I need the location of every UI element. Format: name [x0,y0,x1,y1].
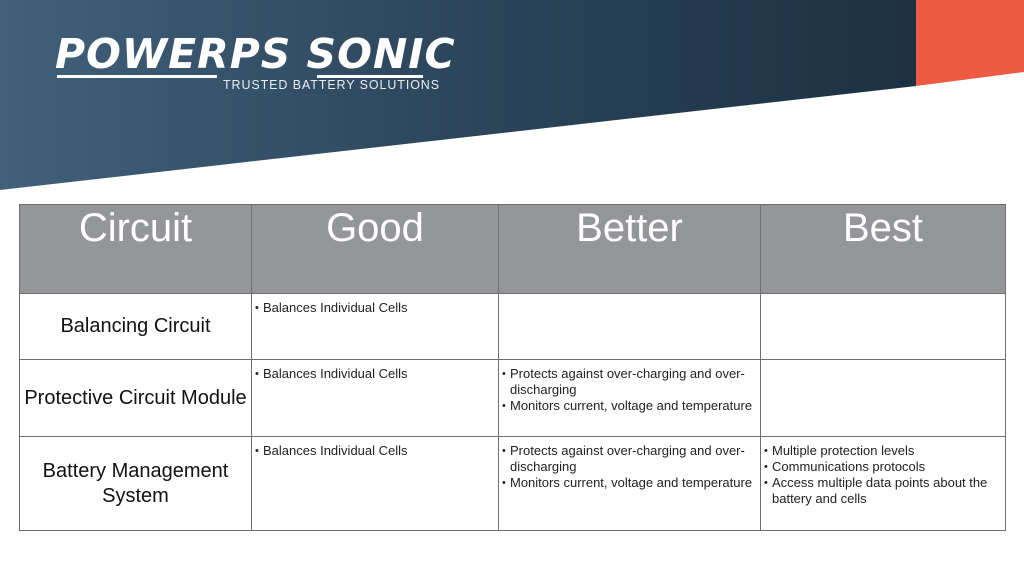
logo-tagline: TRUSTED BATTERY SOLUTIONS [223,78,440,92]
list-item: Balances Individual Cells [255,300,495,316]
table-row: Battery Management System Balances Indiv… [19,436,1006,531]
powersonic-logo: POWERPS SONIC TRUSTED BATTERY SOLUTIONS [55,32,455,94]
cell-best [760,359,1006,437]
header-best: Best [760,204,1006,294]
cell-better: Protects against over-charging and over-… [498,436,761,531]
list-item: Balances Individual Cells [255,443,495,459]
banner-graphic [0,0,1024,190]
list-item: Communications protocols [764,459,1002,475]
cell-better [498,293,761,360]
banner-accent-shape [916,0,1024,86]
header-circuit: Circuit [19,204,252,294]
banner-dark-shape [0,0,916,190]
list-item: Protects against over-charging and over-… [502,443,757,475]
list-item: Protects against over-charging and over-… [502,366,757,398]
header-banner [0,0,1024,200]
row-label: Protective Circuit Module [19,359,252,437]
list-item: Multiple protection levels [764,443,1002,459]
list-item: Balances Individual Cells [255,366,495,382]
cell-good: Balances Individual Cells [251,359,499,437]
logo-underline-right [317,75,423,78]
list-item: Access multiple data points about the ba… [764,475,1002,507]
list-item: Monitors current, voltage and temperatur… [502,398,757,414]
cell-good: Balances Individual Cells [251,293,499,360]
logo-underline-left [57,75,217,78]
comparison-table: Circuit Good Better Best Balancing Circu… [19,204,1006,531]
table-row: Protective Circuit Module Balances Indiv… [19,359,1006,437]
cell-better: Protects against over-charging and over-… [498,359,761,437]
logo-wordmark: POWERPS SONIC [55,30,456,78]
table-row: Balancing Circuit Balances Individual Ce… [19,293,1006,360]
cell-good: Balances Individual Cells [251,436,499,531]
table-header-row: Circuit Good Better Best [19,204,1006,294]
header-better: Better [498,204,761,294]
header-good: Good [251,204,499,294]
list-item: Monitors current, voltage and temperatur… [502,475,757,491]
cell-best: Multiple protection levels Communication… [760,436,1006,531]
row-label: Balancing Circuit [19,293,252,360]
row-label: Battery Management System [19,436,252,531]
cell-best [760,293,1006,360]
